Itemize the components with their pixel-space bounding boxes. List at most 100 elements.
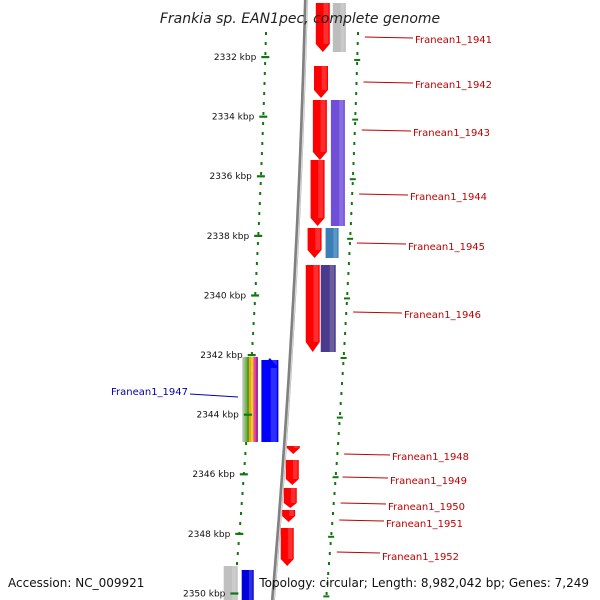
gene-label[interactable]: Franean1_1942 [415,80,492,91]
gene-leader-line [364,36,414,39]
domain-block-grey [332,3,346,52]
domain-block-blue-bottom-shade [248,570,253,600]
domain-block-darkpurple [320,265,336,352]
outer-tick [336,416,343,419]
guide-dot [342,352,345,355]
gene-label[interactable]: Franean1_1944 [410,192,487,203]
guide-dot [352,162,355,165]
ruler-tick [243,413,252,416]
guide-dot [255,262,258,265]
ruler-tick [261,56,270,59]
guide-dot [337,442,340,445]
ruler-tick-label: 2346 kbp [192,470,235,480]
outer-dotted-track [325,32,359,595]
genome-backbone [270,0,308,600]
guide-dot [353,142,356,145]
guide-dot [263,72,266,75]
forward-gene-arrow-shade [292,460,298,479]
highlight-gene-stripe [246,357,250,442]
gene-leader-line [339,519,385,522]
guide-dot [325,592,328,595]
genome-summary-text: Topology: circular; Length: 8,982,042 bp… [258,576,589,590]
guide-dot [345,302,348,305]
ruler-tick-label: 2332 kbp [214,53,257,63]
forward-gene-arrow [286,446,300,454]
guide-dot [331,522,334,525]
guide-dot [264,52,267,55]
gene-features [223,3,346,600]
gene-leader-line [363,81,414,84]
guide-dot [236,562,238,565]
ruler-tick-label: 2350 kbp [183,589,226,599]
guide-dot [245,442,248,445]
guide-dot [253,312,256,315]
outer-tick [354,59,361,61]
guide-dot [260,162,263,165]
outer-tick [352,118,359,121]
ruler-tick [251,294,260,297]
guide-dot [356,52,359,55]
gene-leader-line [336,551,381,554]
gene-label[interactable]: Franean1_1949 [390,476,467,487]
guide-dot [354,102,357,105]
gene-label[interactable]: Franean1_1943 [413,128,490,139]
forward-gene-arrow [315,3,330,52]
guide-dot [355,72,358,75]
guide-dot [355,92,358,95]
forward-gene-arrow [314,66,329,98]
domain-block-blue-bottom [241,570,254,600]
gene-leader-line [342,476,389,479]
guide-dot [344,332,347,335]
highlight-gene-head [261,358,279,368]
guide-dot [251,342,254,345]
forward-gene-arrow-shade [323,3,329,44]
guide-dot [240,502,243,505]
ruler-tick [256,175,265,178]
guide-dot [256,252,259,255]
guide-dot [348,252,351,255]
guide-dot [264,62,267,65]
guide-dot [356,42,359,45]
ruler-tick-label: 2340 kbp [204,291,247,301]
gene-label[interactable]: Franean1_1950 [388,502,465,513]
forward-gene-arrow-shade [320,100,326,152]
guide-dot [265,32,267,35]
forward-gene-arrow [312,100,327,160]
gene-label[interactable]: Franean1_1951 [386,519,463,530]
ruler-tick-label: 2348 kbp [188,530,231,540]
domain-block-darkpurple-shade [329,265,335,352]
gene-label[interactable]: Franean1_1947 [111,387,188,398]
ruler-tick [239,473,248,476]
backbone-highlight [273,0,308,600]
guide-dot [349,232,352,235]
guide-dot [252,322,255,325]
guide-dot [350,212,353,215]
guide-dot [243,462,246,465]
domain-block-teal-shade [333,228,338,258]
guide-dot [341,382,343,385]
guide-dot [253,302,256,305]
gene-label[interactable]: Franean1_1952 [382,552,459,563]
gene-leader-line [359,193,409,196]
guide-dot [260,172,263,175]
guide-dot [255,272,258,275]
highlight-gene-stripe [251,357,254,442]
highlight-gene-stripe [255,357,258,442]
guide-dot [351,182,354,185]
guide-dot [348,242,351,245]
gene-label[interactable]: Franean1_1941 [415,35,492,46]
guide-dot [344,322,347,325]
guide-dot [334,472,337,475]
ruler-tick [230,592,239,595]
ruler-tick-label: 2336 kbp [209,172,252,182]
gene-label[interactable]: Franean1_1945 [408,242,485,253]
guide-dot [336,452,339,455]
guide-dot [354,122,357,125]
forward-gene-arrow [307,228,322,258]
forward-gene-arrow [280,528,294,566]
gene-label[interactable]: Franean1_1946 [404,310,481,321]
outer-tick [323,595,330,598]
highlight-gene-block [261,360,279,442]
ruler-tick-label: 2344 kbp [196,411,239,421]
gene-label[interactable]: Franean1_1948 [392,452,469,463]
